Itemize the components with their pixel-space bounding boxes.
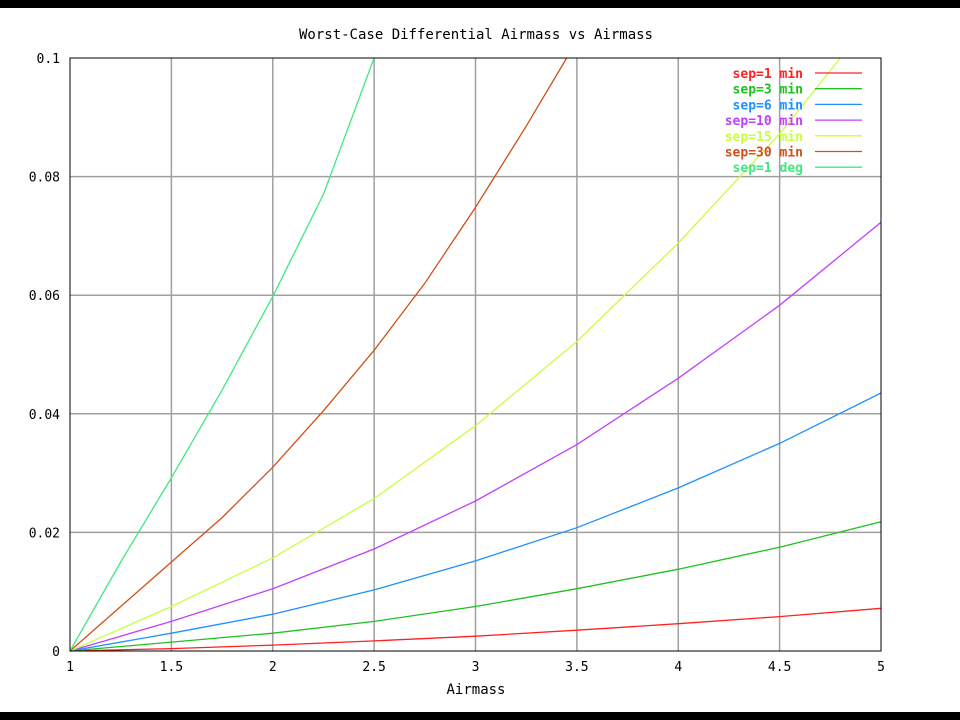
legend-label: sep=30 min [725, 146, 803, 161]
chart-svg: Worst-Case Differential Airmass vs Airma… [29, 27, 885, 698]
legend-label: sep=1 deg [733, 161, 803, 176]
legend-label: sep=6 min [733, 98, 803, 113]
y-tick-label: 0.1 [37, 52, 60, 67]
legend-label: sep=1 min [733, 67, 803, 82]
x-tick-label: 2 [269, 660, 277, 675]
y-tick-label: 0.08 [29, 171, 60, 186]
y-tick-label: 0.02 [29, 526, 60, 541]
series-line [69, 607, 882, 652]
x-tick-label: 1.5 [160, 660, 183, 675]
x-axis-label: Airmass [446, 682, 505, 698]
series-line [69, 521, 882, 652]
legend-label: sep=15 min [725, 130, 803, 145]
series-line [69, 221, 882, 652]
legend-label: sep=3 min [733, 83, 803, 98]
series-line [69, 57, 841, 652]
x-tick-label: 5 [877, 660, 885, 675]
series-line [69, 392, 882, 652]
grid-lines [70, 58, 881, 651]
x-tick-label: 4 [674, 660, 682, 675]
tick-labels: 1 1.5 2 2.5 3 3.5 4 4.5 5 0 0.02 0.04 0.06 0.08 0.1 [29, 52, 885, 675]
x-tick-label: 3 [472, 660, 480, 675]
x-tick-label: 4.5 [768, 660, 791, 675]
y-tick-label: 0.04 [29, 408, 60, 423]
chart-title: Worst-Case Differential Airmass vs Airma… [299, 27, 653, 43]
legend-label: sep=10 min [725, 114, 803, 129]
chart-frame: Worst-Case Differential Airmass vs Airma… [0, 8, 960, 712]
y-tick-label: 0 [52, 645, 60, 660]
series-lines [69, 57, 882, 652]
x-tick-label: 3.5 [565, 660, 588, 675]
series-line [69, 57, 375, 652]
y-tick-label: 0.06 [29, 289, 60, 304]
plot-border [69, 57, 882, 652]
x-tick-label: 1 [66, 660, 74, 675]
x-tick-label: 2.5 [362, 660, 385, 675]
series-line [69, 57, 568, 652]
